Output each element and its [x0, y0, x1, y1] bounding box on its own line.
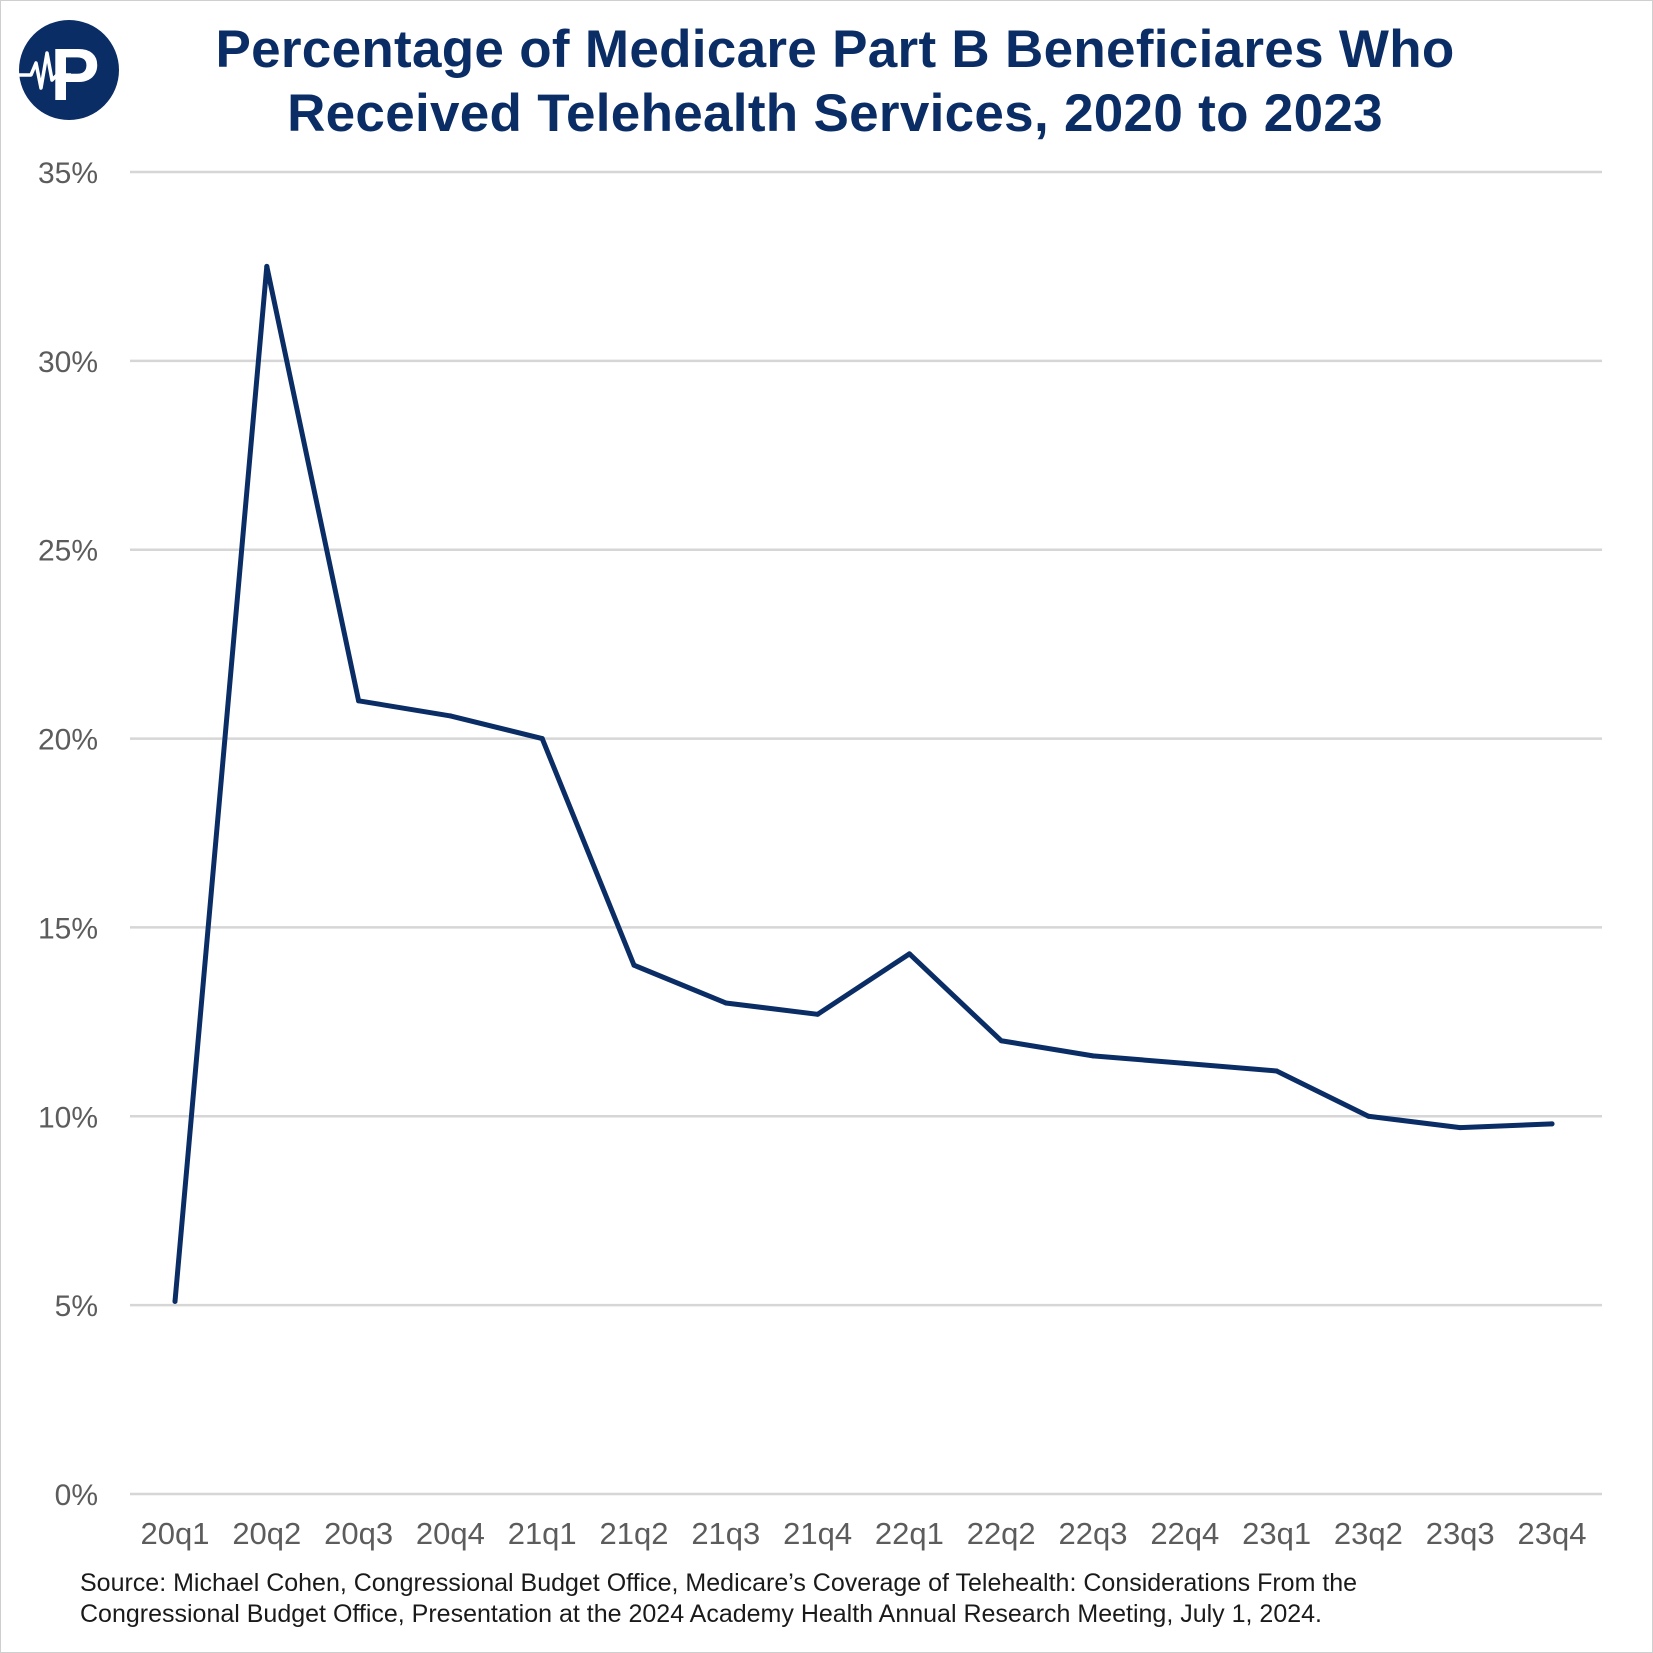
x-tick-label: 22q2 — [967, 1516, 1036, 1551]
data-point-22q2 — [998, 1038, 1004, 1044]
data-point-20q4 — [447, 713, 453, 719]
x-tick-label: 23q2 — [1334, 1516, 1403, 1551]
data-point-21q3 — [723, 1000, 729, 1006]
x-tick-label: 23q3 — [1426, 1516, 1495, 1551]
data-point-23q2 — [1365, 1113, 1371, 1119]
y-tick-label: 0% — [55, 1479, 98, 1512]
y-tick-label: 35% — [38, 157, 98, 190]
x-tick-label: 22q4 — [1150, 1516, 1219, 1551]
y-tick-label: 20% — [38, 724, 98, 757]
data-point-23q3 — [1457, 1125, 1463, 1131]
data-point-22q3 — [1090, 1053, 1096, 1059]
y-tick-label: 15% — [38, 912, 98, 945]
chart-title-line-1: Percentage of Medicare Part B Beneficiar… — [215, 20, 1455, 79]
x-tick-label: 20q1 — [141, 1516, 210, 1551]
source-note: Source: Michael Cohen, Congressional Bud… — [80, 1568, 1580, 1630]
y-tick-label: 5% — [55, 1290, 98, 1323]
series-line-0 — [172, 263, 1555, 1304]
x-tick-label: 23q1 — [1242, 1516, 1311, 1551]
source-line-2: Congressional Budget Office, Presentatio… — [80, 1600, 1322, 1628]
series-layer — [172, 263, 1555, 1304]
data-point-20q3 — [356, 698, 362, 704]
x-tick-label: 21q4 — [783, 1516, 852, 1551]
source-line-1: Source: Michael Cohen, Congressional Bud… — [80, 1569, 1358, 1597]
x-tick-label: 22q1 — [875, 1516, 944, 1551]
data-point-21q2 — [631, 962, 637, 968]
x-tick-label: 20q2 — [232, 1516, 301, 1551]
x-tick-label: 21q1 — [508, 1516, 577, 1551]
heartbeat-p-logo-icon: P — [19, 20, 119, 120]
x-tick-label: 22q3 — [1059, 1516, 1128, 1551]
x-tick-label: 21q2 — [600, 1516, 669, 1551]
x-tick-label: 21q3 — [691, 1516, 760, 1551]
x-tick-label: 23q4 — [1518, 1516, 1587, 1551]
x-tick-label: 20q4 — [416, 1516, 485, 1551]
line-chart: 0%5%10%15%20%25%30%35% 20q1 20q2 20q3 20q4 2… — [38, 157, 1602, 1551]
x-tick-label: 20q3 — [324, 1516, 393, 1551]
x-axis-ticks: 20q1 20q2 20q3 20q4 21q1 21q2 21q3 21q4 22q1 22q2… — [141, 1516, 1587, 1551]
y-axis-ticks: 0% 5% 10% 15% 20% 25% 30% 35% — [38, 157, 98, 1512]
y-tick-label: 10% — [38, 1101, 98, 1134]
data-point-20q2 — [264, 263, 270, 269]
chart-title: Percentage of Medicare Part B Beneficiar… — [150, 18, 1520, 146]
data-point-23q1 — [1274, 1068, 1280, 1074]
data-point-21q1 — [539, 736, 545, 742]
y-tick-label: 25% — [38, 535, 98, 568]
chart-title-line-2: Received Telehealth Services, 2020 to 20… — [287, 84, 1383, 143]
y-tick-label: 30% — [38, 346, 98, 379]
data-point-20q1 — [172, 1298, 178, 1304]
data-point-21q4 — [815, 1011, 821, 1017]
data-point-22q4 — [1182, 1060, 1188, 1066]
data-point-23q4 — [1549, 1121, 1555, 1127]
data-point-22q1 — [906, 951, 912, 957]
gridlines — [130, 170, 1602, 1496]
